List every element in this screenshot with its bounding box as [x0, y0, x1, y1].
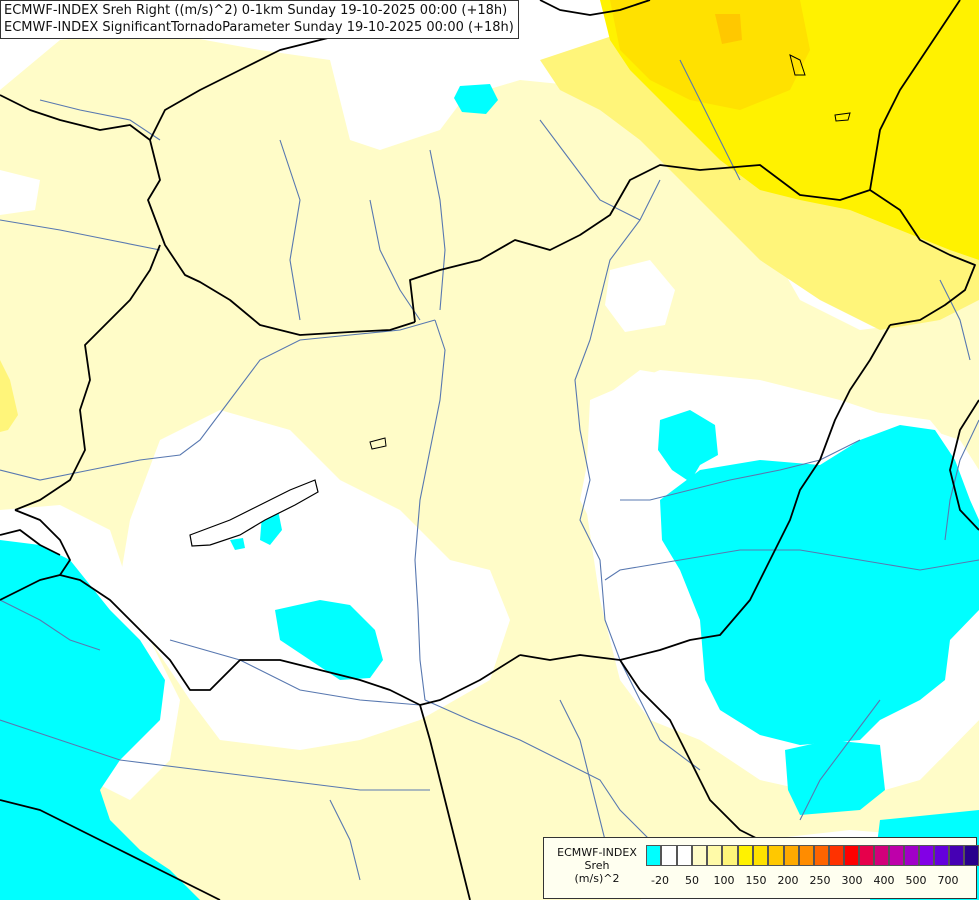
legend-swatch [933, 845, 949, 866]
legend-tick-label: -20 [651, 874, 669, 887]
color-legend: ECMWF-INDEX Sreh (m/s)^2 -20 50 100 150 200 2… [543, 837, 979, 899]
legend-tick-label: 250 [809, 874, 831, 887]
sreh-field-white-north [330, 40, 470, 150]
sreh-field-cyan-small-2 [230, 538, 245, 550]
legend-swatch [646, 845, 662, 866]
legend-swatch [963, 845, 979, 866]
legend-tick-label: 500 [905, 874, 927, 887]
legend-swatch [843, 845, 859, 866]
legend-tick-label: 700 [937, 874, 959, 887]
river-mures [604, 549, 979, 581]
sreh-field-cyan-north-blob [454, 84, 498, 114]
legend-tick-label: 100 [713, 874, 735, 887]
sreh-field-cyan-east [660, 425, 979, 745]
rivers [0, 59, 979, 881]
legend-label-line-3: (m/s)^2 [574, 872, 620, 885]
lake-small-1 [369, 437, 387, 450]
border-romania-ukraine-north [869, 0, 961, 191]
sreh-field-white-west [120, 410, 510, 750]
legend-tick-label: 300 [841, 874, 863, 887]
border-serbia-romania [619, 659, 761, 841]
border-austria-hungary [14, 244, 161, 511]
legend-swatch [798, 845, 814, 866]
lake-balaton [189, 479, 319, 547]
legend-swatch [753, 845, 769, 866]
sreh-field-white-nw [0, 170, 40, 215]
map-title-box: ECMWF-INDEX Sreh Right ((m/s)^2) 0-1km S… [0, 0, 519, 39]
river-tisza [574, 179, 701, 771]
sreh-field-cyan-southwest [0, 540, 200, 900]
legend-swatch [707, 845, 723, 866]
legend-ticks: -20 50 100 150 200 250 300 400 500 700 [646, 874, 972, 890]
legend-swatch [661, 845, 677, 866]
legend-swatch [722, 845, 738, 866]
legend-swatch [918, 845, 934, 866]
legend-swatches [646, 845, 979, 866]
river-sava [0, 719, 430, 791]
legend-swatch [783, 845, 799, 866]
map-title-line-1: ECMWF-INDEX Sreh Right ((m/s)^2) 0-1km S… [4, 3, 508, 18]
legend-label-line-2: Sreh [584, 859, 610, 872]
sreh-field-gold [610, 0, 810, 110]
lake-small-2 [789, 54, 806, 76]
river-south-morava [559, 699, 611, 861]
river-east-prut [939, 279, 971, 361]
sreh-field-white-east [605, 260, 675, 332]
border-romania-moldova [949, 399, 979, 531]
lake-small-3 [834, 112, 851, 122]
border-slovenia-croatia [0, 509, 71, 601]
legend-swatch [948, 845, 964, 866]
legend-swatch [888, 845, 904, 866]
legend-tick-label: 400 [873, 874, 895, 887]
sreh-field-cyan-center-blob [275, 600, 383, 680]
legend-swatch [873, 845, 889, 866]
sreh-field-light-yellow-west [0, 360, 18, 432]
legend-swatch [858, 845, 874, 866]
legend-swatch [828, 845, 844, 866]
legend-label-line-1: ECMWF-INDEX [557, 846, 637, 859]
border-austria-slovenia [0, 529, 61, 556]
legend-label: ECMWF-INDEX Sreh (m/s)^2 [548, 846, 646, 885]
river-inn [0, 599, 101, 651]
river-bosna [329, 799, 361, 881]
river-north-1 [539, 119, 641, 221]
border-czech-poland [539, 0, 651, 16]
legend-swatch [903, 845, 919, 866]
river-danube-upper [0, 319, 436, 481]
border-hungary-serbia-croatia [59, 574, 521, 706]
river-siret [944, 419, 979, 541]
river-drava [169, 639, 421, 706]
border-croatia-bosnia [419, 704, 471, 900]
river-olt [799, 699, 881, 821]
legend-swatch [768, 845, 784, 866]
legend-tick-label: 50 [685, 874, 699, 887]
sreh-field-cyan-southeast [785, 740, 885, 815]
border-slovakia-hungary [409, 164, 871, 323]
border-ukraine-west [869, 189, 976, 326]
river-vah [369, 199, 421, 321]
sreh-field-orange [715, 14, 742, 44]
river-morava-north [279, 139, 301, 321]
map-title-line-2: ECMWF-INDEX SignificantTornadoParameter … [4, 20, 514, 35]
legend-swatch [737, 845, 754, 866]
legend-tick-label: 200 [777, 874, 799, 887]
river-danube-middle [414, 319, 446, 701]
legend-swatch [813, 845, 829, 866]
legend-tick-label: 150 [745, 874, 767, 887]
sreh-field-cyan-east-blob [658, 410, 718, 482]
river-north-2 [679, 59, 741, 181]
river-hron [429, 149, 446, 311]
legend-swatch [676, 845, 692, 866]
river-west-2 [39, 99, 161, 141]
legend-swatch [691, 845, 708, 866]
border-hungary-romania [519, 324, 891, 661]
border-austria-czech-slovakia [0, 94, 416, 336]
river-west-1 [0, 219, 161, 251]
border-bosnia-south [0, 799, 221, 900]
